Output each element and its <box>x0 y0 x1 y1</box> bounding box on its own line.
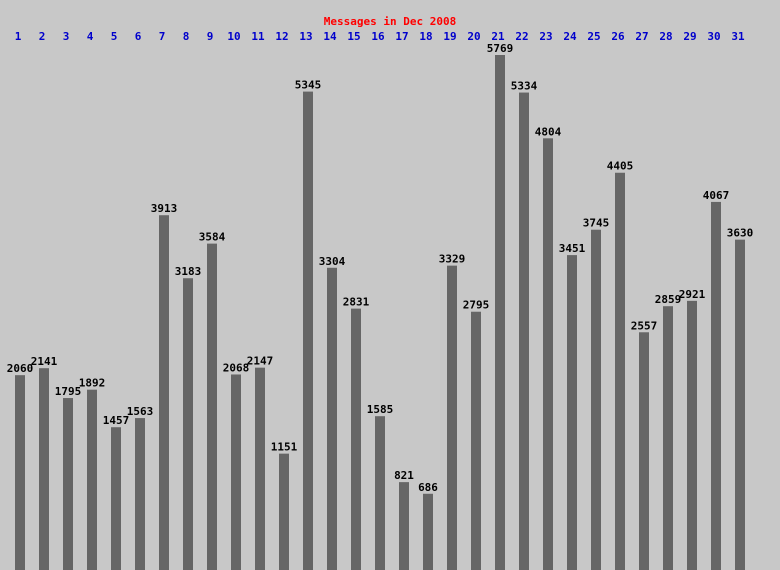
value-label: 2068 <box>223 361 250 374</box>
bar <box>423 493 433 570</box>
bar <box>711 201 721 570</box>
x-tick-label: 13 <box>299 30 312 43</box>
x-tick-label: 12 <box>275 30 288 43</box>
bar <box>399 482 409 570</box>
x-tick-label: 14 <box>323 30 337 43</box>
value-label: 5334 <box>511 80 538 93</box>
value-label: 3183 <box>175 265 202 278</box>
value-label: 2859 <box>655 293 682 306</box>
bar <box>159 215 169 570</box>
bar <box>591 229 601 570</box>
value-label: 2831 <box>343 296 370 309</box>
bar <box>519 92 529 570</box>
x-tick-label: 31 <box>731 30 745 43</box>
x-tick-label: 6 <box>135 30 142 43</box>
x-tick-label: 15 <box>347 30 360 43</box>
value-label: 2795 <box>463 299 490 312</box>
value-label: 4804 <box>535 125 562 138</box>
value-label: 3584 <box>199 231 226 244</box>
value-label: 2557 <box>631 319 658 332</box>
bar <box>639 332 649 570</box>
value-label: 3745 <box>583 217 610 230</box>
value-label: 1585 <box>367 403 394 416</box>
x-tick-label: 7 <box>159 30 166 43</box>
value-label: 1151 <box>271 441 298 454</box>
x-tick-label: 1 <box>15 30 22 43</box>
x-tick-label: 30 <box>707 30 720 43</box>
value-label: 3630 <box>727 227 754 240</box>
value-label: 4067 <box>703 189 730 202</box>
bar <box>207 243 217 570</box>
value-label: 1457 <box>103 414 130 427</box>
x-tick-label: 23 <box>539 30 552 43</box>
bar <box>351 308 361 570</box>
bar <box>735 239 745 570</box>
value-label: 686 <box>418 481 438 494</box>
x-tick-label: 11 <box>251 30 265 43</box>
value-label: 3451 <box>559 242 586 255</box>
value-label: 3329 <box>439 253 466 266</box>
bar <box>15 375 25 570</box>
x-tick-label: 27 <box>635 30 648 43</box>
value-label: 3304 <box>319 255 346 268</box>
bar <box>495 55 505 570</box>
bar <box>615 172 625 570</box>
bar <box>135 418 145 570</box>
x-tick-label: 29 <box>683 30 696 43</box>
value-label: 4405 <box>607 160 634 173</box>
x-tick-label: 28 <box>659 30 672 43</box>
x-tick-label: 17 <box>395 30 408 43</box>
bar <box>39 368 49 570</box>
bar <box>111 427 121 570</box>
x-tick-label: 3 <box>63 30 70 43</box>
value-label: 1563 <box>127 405 154 418</box>
bar <box>663 306 673 570</box>
x-tick-label: 9 <box>207 30 214 43</box>
bar <box>567 255 577 570</box>
x-tick-label: 2 <box>39 30 46 43</box>
value-label: 2060 <box>7 362 34 375</box>
bar <box>255 367 265 570</box>
x-tick-label: 8 <box>183 30 190 43</box>
x-tick-label: 24 <box>563 30 577 43</box>
x-tick-label: 26 <box>611 30 625 43</box>
bar <box>543 138 553 570</box>
value-label: 5769 <box>487 42 514 55</box>
value-label: 1795 <box>55 385 82 398</box>
bar <box>303 91 313 570</box>
x-tick-label: 21 <box>491 30 505 43</box>
bar <box>471 311 481 570</box>
value-label: 2141 <box>31 355 58 368</box>
value-label: 1892 <box>79 377 106 390</box>
value-label: 821 <box>394 469 414 482</box>
x-tick-label: 25 <box>587 30 600 43</box>
x-tick-label: 16 <box>371 30 385 43</box>
bar <box>87 389 97 570</box>
bar <box>183 278 193 570</box>
bar <box>279 453 289 570</box>
x-tick-label: 10 <box>227 30 240 43</box>
value-label: 5345 <box>295 79 322 92</box>
chart-title: Messages in Dec 2008 <box>324 15 456 28</box>
value-label: 3913 <box>151 202 178 215</box>
value-label: 2147 <box>247 355 274 368</box>
x-tick-label: 18 <box>419 30 432 43</box>
bar <box>63 398 73 570</box>
x-tick-label: 22 <box>515 30 528 43</box>
x-tick-label: 5 <box>111 30 118 43</box>
bar <box>375 416 385 570</box>
x-tick-label: 4 <box>87 30 94 43</box>
value-label: 2921 <box>679 288 706 301</box>
x-tick-label: 20 <box>467 30 480 43</box>
bar <box>687 300 697 570</box>
bar <box>231 374 241 570</box>
bar <box>447 265 457 570</box>
bar <box>327 267 337 570</box>
x-tick-label: 19 <box>443 30 456 43</box>
